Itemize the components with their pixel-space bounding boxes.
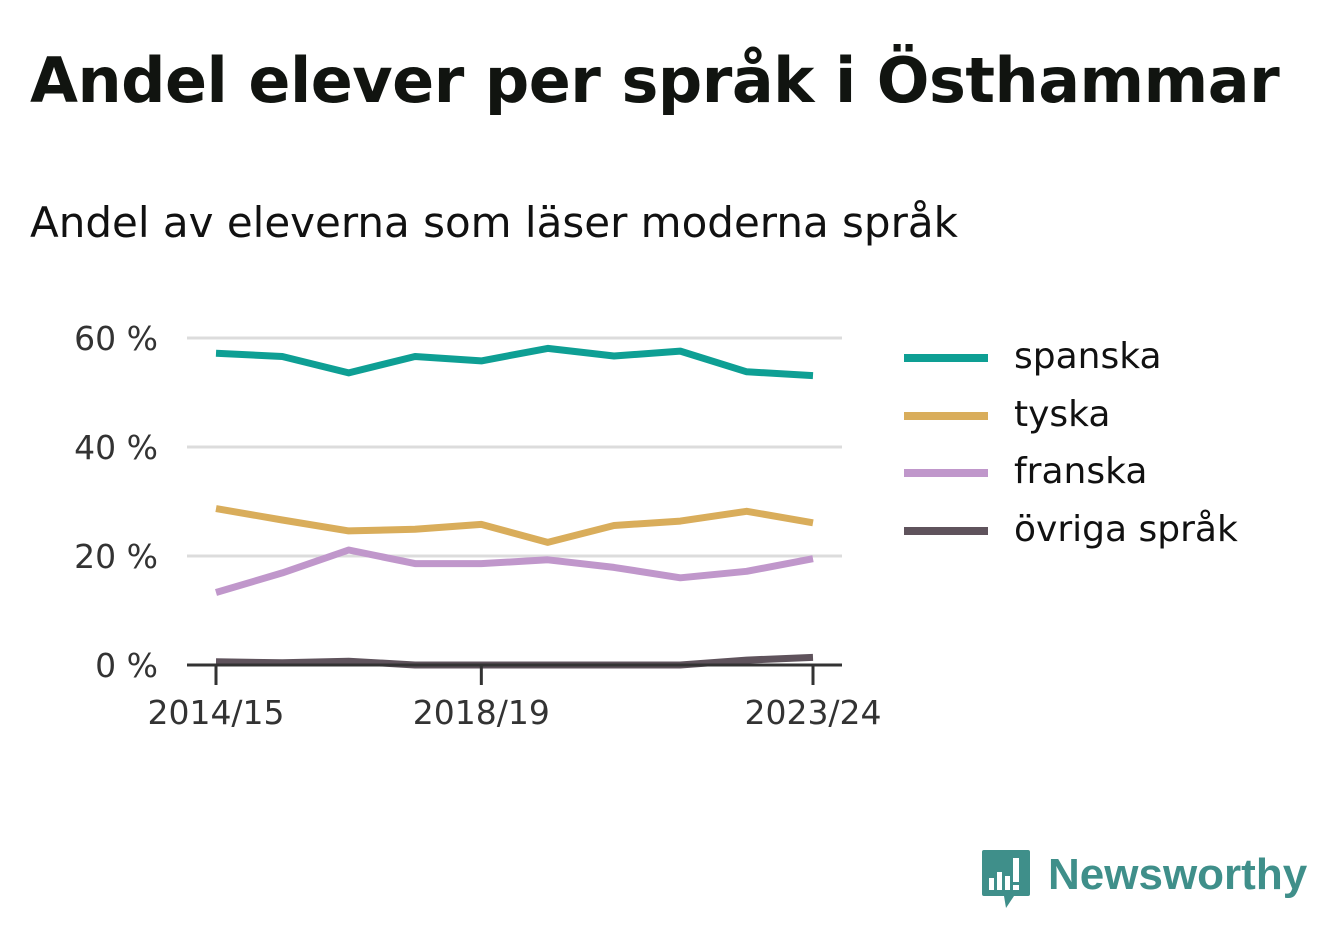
y-tick-label: 0 %	[95, 646, 158, 685]
series-line-tyska	[215, 505, 814, 546]
series-line-franska	[215, 546, 814, 596]
legend-swatch	[904, 354, 988, 362]
legend-swatch	[904, 526, 988, 535]
grid-lines	[187, 336, 842, 558]
legend-label: tyska	[1014, 393, 1111, 435]
x-tick-label: 2014/15	[147, 693, 284, 732]
x-tick-label: 2023/24	[744, 693, 881, 732]
y-tick-label: 40 %	[74, 428, 158, 467]
legend-label: övriga språk	[1014, 508, 1238, 550]
chart-subtitle: Andel av eleverna som läser moderna språ…	[30, 198, 958, 247]
legend-label: franska	[1014, 451, 1148, 492]
newsworthy-logo-icon	[982, 850, 1030, 908]
legend-swatch	[904, 469, 988, 477]
y-tick-label: 20 %	[74, 537, 158, 576]
brand-name: Newsworthy	[1048, 850, 1308, 899]
y-tick-label: 60 %	[74, 319, 158, 358]
axes: 0 % 20 % 40 % 60 % 2014/15 2018/19 2023/24	[74, 319, 881, 732]
x-tick-label: 2018/19	[413, 693, 550, 732]
legend-label: spanska	[1014, 336, 1162, 377]
series-lines	[215, 344, 814, 669]
chart-title: Andel elever per språk i Östhammar	[30, 44, 1280, 117]
series-line-spanska	[215, 344, 814, 380]
legend-swatch	[904, 411, 988, 420]
